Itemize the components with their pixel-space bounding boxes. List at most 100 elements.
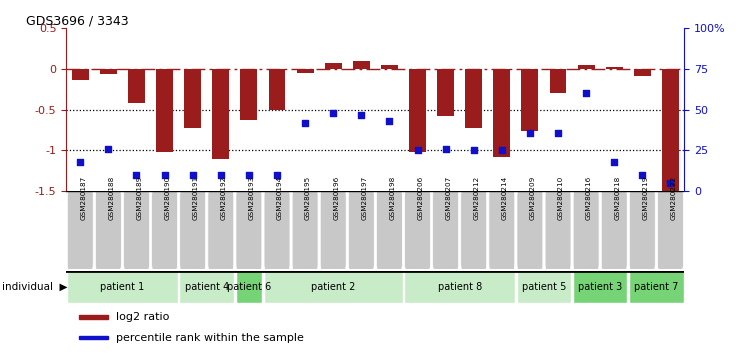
Text: patient 5: patient 5 — [522, 282, 566, 292]
Bar — [573, 271, 627, 303]
Bar — [353, 61, 369, 69]
Text: GSM280197: GSM280197 — [361, 175, 367, 219]
Point — [130, 172, 142, 178]
Text: GSM280216: GSM280216 — [586, 175, 592, 219]
FancyBboxPatch shape — [68, 190, 93, 270]
FancyBboxPatch shape — [405, 190, 431, 270]
Bar — [522, 69, 538, 131]
Point — [271, 172, 283, 178]
FancyBboxPatch shape — [433, 190, 459, 270]
Point — [524, 130, 536, 135]
Text: patient 1: patient 1 — [100, 282, 144, 292]
Text: patient 8: patient 8 — [437, 282, 482, 292]
Text: GSM280210: GSM280210 — [558, 175, 564, 219]
Point — [665, 180, 676, 186]
Bar — [72, 69, 89, 80]
FancyBboxPatch shape — [573, 190, 599, 270]
Point — [496, 148, 508, 153]
FancyBboxPatch shape — [124, 190, 149, 270]
Bar — [263, 271, 403, 303]
Bar — [213, 69, 229, 159]
Point — [439, 146, 451, 152]
Text: log2 ratio: log2 ratio — [116, 312, 169, 322]
Bar — [404, 271, 515, 303]
FancyBboxPatch shape — [517, 190, 543, 270]
Bar — [184, 69, 201, 128]
Point — [243, 172, 255, 178]
Text: GSM280209: GSM280209 — [530, 175, 536, 219]
Bar — [180, 271, 234, 303]
Text: GSM280212: GSM280212 — [474, 175, 480, 219]
FancyBboxPatch shape — [348, 190, 374, 270]
Bar — [409, 69, 426, 152]
Text: GSM280196: GSM280196 — [333, 175, 339, 219]
Bar — [517, 271, 571, 303]
Text: patient 4: patient 4 — [185, 282, 229, 292]
Bar — [79, 315, 108, 319]
Point — [552, 130, 564, 135]
FancyBboxPatch shape — [208, 190, 234, 270]
Point — [74, 159, 86, 165]
Text: percentile rank within the sample: percentile rank within the sample — [116, 332, 303, 343]
Point — [468, 148, 480, 153]
Text: GSM280190: GSM280190 — [165, 175, 171, 219]
Bar — [269, 69, 286, 110]
Point — [580, 91, 592, 96]
Text: GSM280194: GSM280194 — [277, 175, 283, 219]
Bar — [662, 69, 679, 191]
Bar — [550, 69, 567, 93]
Text: GSM280222: GSM280222 — [670, 175, 676, 219]
Point — [215, 172, 227, 178]
Text: GSM280214: GSM280214 — [502, 175, 508, 219]
Text: GSM280198: GSM280198 — [389, 175, 395, 219]
Point — [355, 112, 367, 118]
Bar — [100, 69, 117, 74]
FancyBboxPatch shape — [657, 190, 683, 270]
FancyBboxPatch shape — [601, 190, 627, 270]
FancyBboxPatch shape — [292, 190, 318, 270]
Text: patient 3: patient 3 — [578, 282, 623, 292]
Text: GSM280206: GSM280206 — [417, 175, 423, 219]
FancyBboxPatch shape — [489, 190, 514, 270]
Text: GSM280193: GSM280193 — [249, 175, 255, 219]
Text: GSM280192: GSM280192 — [221, 175, 227, 219]
Bar — [381, 65, 398, 69]
FancyBboxPatch shape — [545, 190, 571, 270]
Point — [300, 120, 311, 126]
Text: patient 6: patient 6 — [227, 282, 271, 292]
Text: GDS3696 / 3343: GDS3696 / 3343 — [26, 14, 129, 27]
FancyBboxPatch shape — [461, 190, 486, 270]
Bar — [465, 69, 482, 128]
Bar — [578, 65, 595, 69]
Point — [328, 110, 339, 116]
FancyBboxPatch shape — [180, 190, 205, 270]
Bar — [493, 69, 510, 157]
FancyBboxPatch shape — [629, 190, 655, 270]
Bar — [156, 69, 173, 152]
Bar — [79, 336, 108, 339]
FancyBboxPatch shape — [377, 190, 403, 270]
Point — [159, 172, 171, 178]
Text: GSM280207: GSM280207 — [445, 175, 452, 219]
Text: GSM280191: GSM280191 — [193, 175, 199, 219]
Bar — [67, 271, 178, 303]
FancyBboxPatch shape — [236, 190, 262, 270]
Text: GSM280189: GSM280189 — [136, 175, 143, 219]
FancyBboxPatch shape — [96, 190, 121, 270]
FancyBboxPatch shape — [152, 190, 177, 270]
Bar — [606, 67, 623, 69]
Text: GSM280219: GSM280219 — [643, 175, 648, 219]
Bar — [236, 271, 262, 303]
Bar — [325, 63, 342, 69]
Text: patient 7: patient 7 — [634, 282, 679, 292]
Point — [411, 148, 423, 153]
Text: GSM280195: GSM280195 — [305, 175, 311, 219]
Point — [102, 146, 114, 152]
Bar — [297, 69, 314, 73]
Bar — [241, 69, 258, 120]
Point — [383, 118, 395, 124]
FancyBboxPatch shape — [264, 190, 290, 270]
Point — [609, 159, 620, 165]
Text: GSM280187: GSM280187 — [80, 175, 86, 219]
Text: patient 2: patient 2 — [311, 282, 355, 292]
